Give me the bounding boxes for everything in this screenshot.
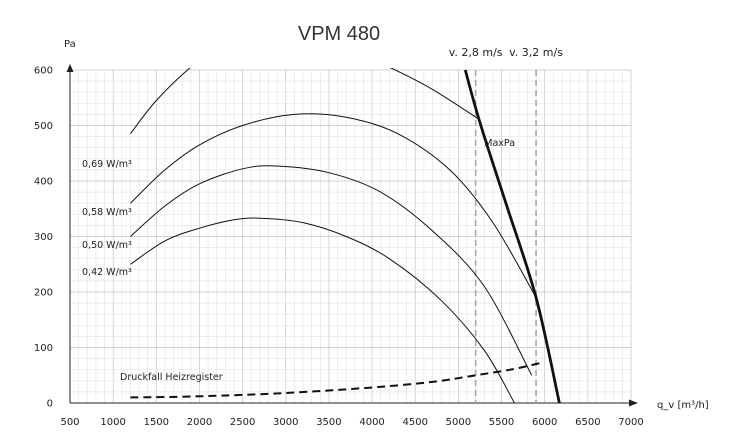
y-tick-label: 0 (47, 399, 53, 410)
x-tick-label: 1000 (100, 417, 125, 428)
x-tick-label: 7000 (618, 417, 643, 428)
series-line-0-58-w-m (130, 113, 537, 298)
curve-labels: 0,69 W/m³ 0,58 W/m³ 0,50 W/m³ 0,42 W/m³ Druc… (82, 138, 515, 383)
series-line-druckfall-heizregister (130, 362, 541, 399)
y-tick-label: 400 (34, 177, 53, 188)
series-line-maxpa (463, 69, 561, 404)
x-tick-label: 5000 (446, 417, 471, 428)
x-axis-arrow (629, 399, 638, 407)
x-tick-label: 6500 (575, 417, 600, 428)
y-tick-label: 500 (34, 121, 53, 132)
x-axis-label: q_v [m³/h] (657, 400, 709, 411)
y-tick-labels: 0 100 200 300 400 500 600 (34, 66, 53, 410)
y-tick-label: 200 (34, 288, 53, 299)
series-line-0-42-w-m (130, 217, 515, 404)
x-tick-label: 3000 (273, 417, 298, 428)
series-label: 0,50 W/m³ (82, 240, 132, 251)
x-tick-label: 5500 (489, 417, 514, 428)
x-tick-labels: 500 1000 1500 2000 2500 3000 3500 4000 4500 5000 5… (60, 417, 643, 428)
velocity-line-label: v. 3,2 m/s (509, 46, 563, 59)
grid (69, 69, 632, 404)
series-line-0-69-w-m (130, 68, 481, 135)
velocity-lines: v. 2,8 m/s v. 3,2 m/s (449, 46, 563, 403)
x-tick-label: 4500 (403, 417, 428, 428)
x-tick-label: 4000 (359, 417, 384, 428)
series-label: Druckfall Heizregister (120, 372, 223, 383)
x-tick-label: 2000 (187, 417, 212, 428)
y-axis-label: Pa (64, 39, 76, 50)
y-tick-label: 100 (34, 343, 53, 354)
series-group (130, 68, 561, 404)
chart-title: VPM 480 (298, 23, 380, 45)
velocity-line-label: v. 2,8 m/s (449, 46, 503, 59)
series-line-0-50-w-m (130, 165, 533, 376)
x-tick-label: 6000 (532, 417, 557, 428)
x-tick-label: 3500 (316, 417, 341, 428)
annotation-label: MaxPa (484, 138, 515, 149)
x-tick-label: 1500 (144, 417, 169, 428)
axes (66, 64, 638, 407)
series-label: 0,69 W/m³ (82, 159, 132, 170)
series-label: 0,42 W/m³ (82, 267, 132, 278)
y-tick-label: 300 (34, 232, 53, 243)
y-tick-label: 600 (34, 66, 53, 77)
y-axis-arrow (66, 64, 74, 72)
x-tick-label: 2500 (230, 417, 255, 428)
series-label: 0,58 W/m³ (82, 207, 132, 218)
x-tick-label: 500 (60, 417, 79, 428)
